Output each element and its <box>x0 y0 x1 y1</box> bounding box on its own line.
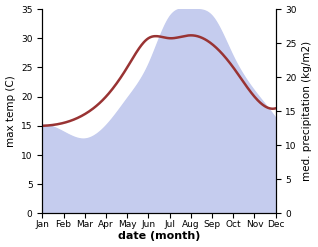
Y-axis label: max temp (C): max temp (C) <box>5 75 16 147</box>
Y-axis label: med. precipitation (kg/m2): med. precipitation (kg/m2) <box>302 41 313 181</box>
X-axis label: date (month): date (month) <box>118 231 200 242</box>
